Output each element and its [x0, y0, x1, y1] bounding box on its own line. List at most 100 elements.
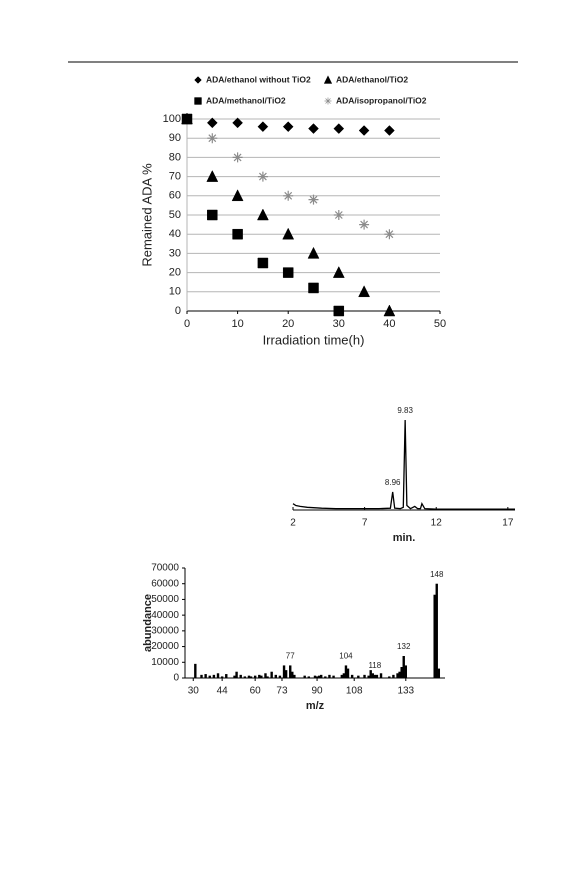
data-point	[206, 170, 219, 182]
bar	[350, 674, 354, 678]
peak-label: 104	[339, 652, 353, 661]
y-tick-label: 30000	[151, 625, 179, 636]
peak-label: 8.96	[385, 478, 401, 487]
bar	[332, 675, 335, 678]
x-tick-label: 7	[362, 518, 368, 529]
bar	[204, 674, 207, 678]
bar	[375, 674, 379, 678]
bar	[220, 676, 224, 678]
data-point	[308, 123, 319, 134]
data-point	[383, 304, 396, 317]
data-point	[384, 125, 395, 136]
x-axis-label: m/z	[306, 700, 325, 712]
bar	[247, 675, 251, 678]
x-tick-label: 10	[231, 318, 243, 330]
bar	[235, 671, 238, 678]
data-point	[206, 117, 218, 129]
bar	[216, 673, 220, 678]
bar	[342, 673, 346, 678]
x-axis-label: Irradiation time(h)	[263, 332, 365, 347]
data-point	[181, 113, 193, 125]
bar	[289, 665, 292, 678]
y-tick-label: 70000	[151, 563, 179, 574]
data-point	[232, 117, 243, 129]
bar	[307, 676, 311, 678]
data-point	[232, 152, 243, 163]
bar	[258, 674, 261, 678]
bar	[319, 674, 323, 678]
data-point	[358, 125, 370, 136]
bar	[233, 675, 236, 678]
bar	[264, 673, 267, 678]
bar	[253, 675, 257, 678]
bar	[208, 675, 211, 678]
bar	[400, 667, 403, 678]
bar	[373, 674, 377, 678]
bar	[249, 676, 253, 678]
bar	[200, 674, 203, 678]
bar	[369, 670, 372, 678]
y-tick-label: 70	[169, 171, 181, 183]
peak-label: 118	[368, 661, 381, 670]
x-tick-label: 30	[188, 686, 200, 697]
bar	[328, 674, 331, 678]
legend-marker	[324, 97, 332, 105]
bar	[344, 665, 348, 678]
y-tick-label: 40000	[151, 610, 179, 621]
data-point	[384, 229, 395, 240]
bar	[284, 670, 288, 678]
y-tick-label: 20	[169, 267, 181, 279]
y-tick-label: 30	[169, 247, 181, 259]
peak-label: 148	[430, 570, 444, 579]
bar	[293, 674, 296, 678]
x-tick-label: 20	[282, 318, 294, 330]
x-tick-label: 30	[333, 318, 345, 330]
bar	[278, 675, 282, 678]
y-tick-label: 20000	[151, 641, 179, 652]
y-tick-label: 50000	[151, 594, 179, 605]
y-axis-label: abundance	[142, 594, 154, 652]
bar	[260, 675, 263, 678]
data-point	[308, 194, 319, 205]
y-tick-label: 60	[169, 190, 181, 202]
y-axis-label: Remained ADA %	[139, 163, 154, 267]
data-point	[359, 219, 370, 230]
chromatogram-line	[292, 419, 515, 510]
data-point	[282, 227, 295, 240]
peak-label: 132	[397, 642, 411, 651]
bar	[225, 674, 228, 678]
x-tick-label: 12	[431, 518, 443, 529]
legend-label: ADA/methanol/TiO2	[206, 95, 286, 105]
bar	[363, 674, 366, 678]
bar	[437, 668, 441, 678]
bar	[379, 673, 383, 678]
bar	[388, 676, 391, 678]
bar	[266, 676, 269, 678]
bar	[282, 665, 286, 678]
y-tick-label: 10000	[151, 657, 179, 668]
data-point	[257, 171, 268, 182]
data-point	[332, 266, 345, 278]
bar	[324, 676, 327, 678]
data-point	[307, 246, 320, 259]
bar	[239, 674, 242, 678]
x-tick-label: 2	[290, 518, 296, 529]
bar	[291, 671, 294, 678]
peak-label: 77	[286, 652, 295, 661]
bar	[433, 594, 436, 678]
data-point	[308, 282, 319, 294]
legend-label: ADA/isopropanol/TiO2	[336, 95, 427, 105]
x-axis-label: min.	[393, 532, 416, 544]
data-point	[232, 228, 243, 240]
x-tick-label: 90	[312, 686, 324, 697]
data-point	[333, 305, 345, 317]
bar	[315, 676, 319, 678]
legend-label: ADA/ethanol/TiO2	[336, 74, 408, 84]
y-tick-label: 10	[169, 286, 181, 298]
y-tick-label: 60000	[151, 578, 179, 589]
data-point	[207, 133, 218, 144]
x-tick-label: 17	[502, 518, 514, 529]
bar	[340, 674, 344, 678]
